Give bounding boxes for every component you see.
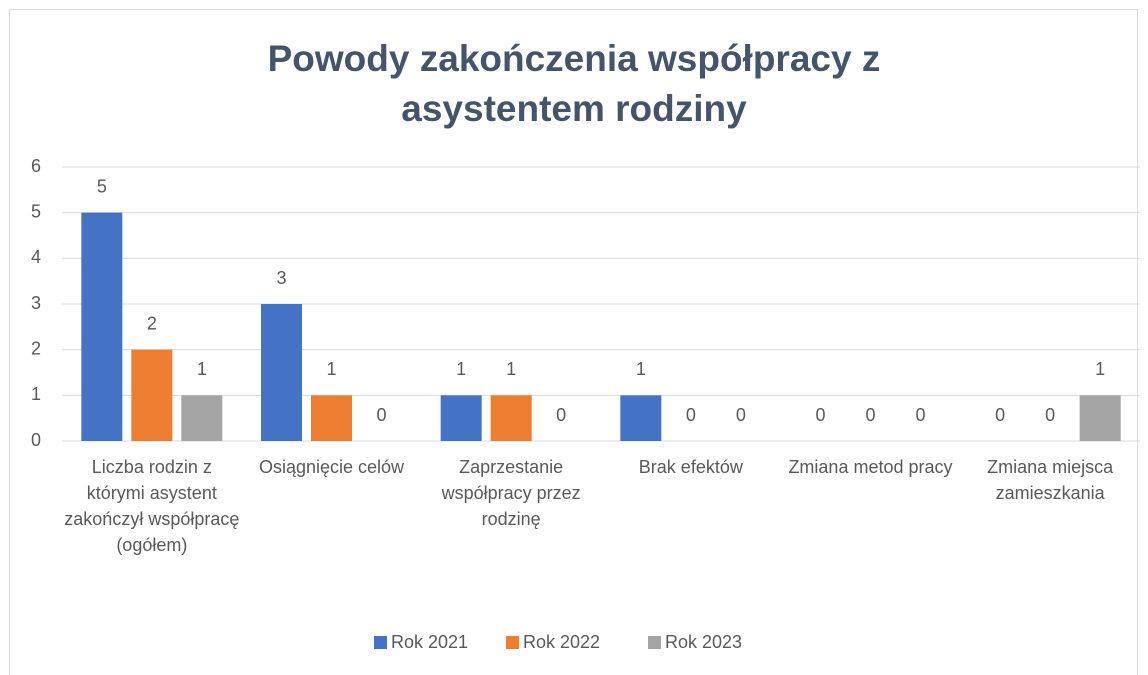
x-tick-label-box: Brak efektów: [638, 457, 743, 477]
data-label: 1: [326, 359, 336, 379]
chart-title: Powody zakończenia współpracy z asystent…: [267, 38, 881, 129]
x-tick-label: Brak efektów: [638, 457, 743, 477]
y-tick-label: 4: [31, 247, 41, 267]
data-label: 5: [97, 176, 107, 196]
legend-label: Rok 2021: [391, 632, 468, 652]
bar: [181, 395, 223, 441]
data-label: 1: [197, 359, 207, 379]
x-tick-label-box: Zmiana metod pracy: [788, 457, 953, 477]
data-label: 0: [865, 405, 875, 425]
data-label: 0: [556, 405, 566, 425]
bar: [1079, 395, 1121, 441]
legend-swatch: [648, 636, 661, 649]
y-tick-label: 2: [31, 338, 41, 358]
data-label: 0: [995, 405, 1005, 425]
chart-frame: [9, 9, 1138, 675]
bar: [620, 395, 662, 441]
x-tick-label: Zmiana miejsca zamieszkania: [987, 457, 1114, 503]
x-tick-label: Liczba rodzin z którymi asystent zakończ…: [64, 457, 240, 555]
y-tick-label: 1: [31, 384, 41, 404]
bar: [311, 395, 352, 441]
data-label: 1: [1095, 359, 1105, 379]
bar: [81, 212, 123, 441]
bar: [440, 395, 482, 441]
data-label: 3: [276, 268, 286, 288]
x-tick-label-box: Zaprzestanie współpracy przez rodzinę: [441, 457, 581, 529]
legend-swatch: [506, 636, 519, 649]
bar: [131, 349, 173, 441]
y-tick-label: 6: [31, 156, 41, 176]
data-label: 1: [636, 359, 646, 379]
y-tick-label: 0: [31, 430, 41, 450]
y-tick-label: 5: [31, 201, 41, 221]
data-label: 2: [147, 313, 157, 333]
data-label: 1: [456, 359, 466, 379]
x-tick-label-box: Zmiana miejsca zamieszkania: [987, 457, 1114, 503]
data-label: 0: [915, 405, 925, 425]
x-tick-label-box: Osiągnięcie celów: [258, 457, 405, 477]
data-label: 0: [1045, 405, 1055, 425]
x-tick-label: Osiągnięcie celów: [258, 457, 405, 477]
bar: [261, 304, 302, 441]
data-label: 0: [376, 405, 386, 425]
data-label: 1: [506, 359, 516, 379]
y-tick-label: 3: [31, 293, 41, 313]
data-label: 0: [815, 405, 825, 425]
legend-label: Rok 2022: [523, 632, 600, 652]
x-tick-label: Zaprzestanie współpracy przez rodzinę: [441, 457, 581, 529]
legend-swatch: [374, 636, 387, 649]
x-tick-label-box: Liczba rodzin z którymi asystent zakończ…: [64, 457, 240, 555]
x-tick-label: Zmiana metod pracy: [788, 457, 953, 477]
chart-title-box: Powody zakończenia współpracy z asystent…: [267, 38, 881, 129]
data-label: 0: [736, 405, 746, 425]
bar: [490, 395, 532, 441]
data-label: 0: [686, 405, 696, 425]
legend-label: Rok 2023: [665, 632, 742, 652]
